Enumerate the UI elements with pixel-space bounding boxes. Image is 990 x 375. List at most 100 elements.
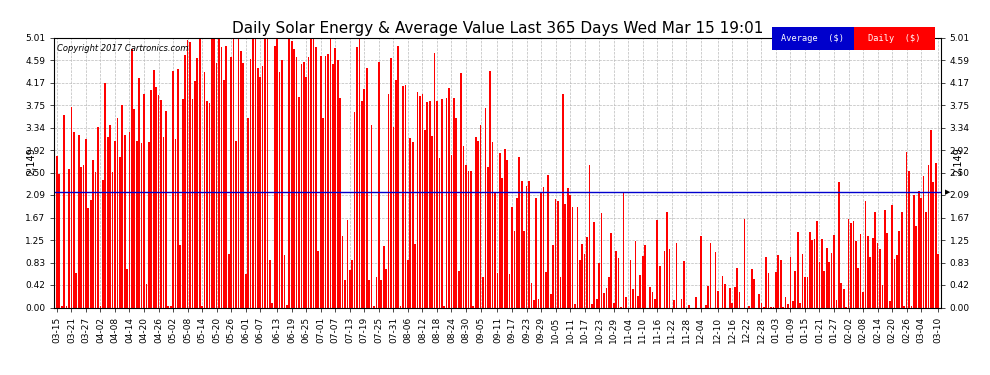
Bar — [480, 125, 481, 308]
Bar — [412, 142, 414, 308]
Bar — [157, 95, 159, 308]
Bar — [368, 280, 370, 308]
Bar — [847, 219, 849, 308]
Bar — [196, 58, 198, 308]
Bar — [903, 306, 905, 308]
Bar — [313, 38, 315, 308]
Bar — [194, 81, 196, 308]
Bar — [109, 125, 111, 308]
Bar — [804, 277, 806, 308]
Bar — [867, 236, 868, 308]
Bar — [487, 167, 489, 308]
Bar — [802, 254, 803, 308]
Bar — [729, 288, 731, 308]
Bar — [842, 288, 844, 308]
Bar — [710, 243, 712, 308]
Bar — [223, 80, 225, 308]
Bar — [531, 283, 533, 308]
Bar — [896, 255, 898, 308]
Bar — [231, 57, 232, 308]
Bar — [97, 127, 99, 308]
Title: Daily Solar Energy & Average Value Last 365 Days Wed Mar 15 19:01: Daily Solar Energy & Average Value Last … — [232, 21, 763, 36]
Bar — [124, 135, 126, 308]
Bar — [794, 271, 796, 308]
Bar — [770, 307, 772, 308]
Bar — [834, 235, 835, 308]
Bar — [182, 99, 183, 308]
Bar — [240, 51, 242, 308]
Bar — [918, 191, 920, 308]
Bar — [584, 254, 585, 308]
Bar — [516, 198, 518, 308]
Bar — [613, 303, 615, 307]
Bar — [233, 38, 235, 308]
Bar — [502, 178, 503, 308]
Bar — [271, 303, 273, 307]
Bar — [552, 244, 554, 308]
Bar — [625, 297, 627, 307]
Bar — [170, 306, 171, 308]
Bar — [541, 192, 542, 308]
Bar — [557, 201, 558, 308]
Bar — [402, 86, 404, 308]
Bar — [482, 277, 484, 308]
Bar — [921, 198, 922, 308]
Bar — [734, 287, 736, 308]
Bar — [80, 166, 82, 308]
Bar — [933, 182, 935, 308]
Bar — [637, 296, 639, 307]
Bar — [567, 188, 568, 308]
Bar — [437, 101, 438, 308]
Bar — [172, 71, 174, 308]
Bar — [916, 226, 917, 308]
Bar — [576, 207, 578, 308]
Bar — [852, 221, 854, 308]
Bar — [642, 256, 644, 308]
Bar — [318, 251, 319, 308]
Bar — [127, 269, 128, 308]
Bar — [475, 137, 476, 308]
Bar — [288, 39, 290, 308]
Bar — [536, 198, 537, 308]
Bar — [148, 142, 149, 308]
Bar — [574, 304, 576, 307]
Bar — [700, 236, 702, 308]
Bar — [707, 286, 709, 308]
Bar — [649, 286, 650, 308]
Bar — [579, 260, 580, 308]
Bar — [337, 60, 339, 308]
Bar — [564, 204, 566, 308]
Bar — [603, 294, 605, 308]
Bar — [615, 251, 617, 308]
Bar — [472, 306, 474, 308]
Bar — [635, 241, 637, 308]
Bar — [221, 47, 223, 308]
Bar — [841, 283, 842, 308]
Text: ▶: ▶ — [944, 189, 950, 195]
Bar — [305, 77, 307, 308]
Bar — [363, 88, 365, 308]
Bar — [400, 306, 402, 308]
Bar — [462, 146, 464, 308]
Bar — [668, 249, 670, 308]
Bar — [680, 298, 682, 307]
Bar — [792, 302, 794, 307]
Bar — [257, 68, 258, 308]
Bar — [281, 60, 283, 308]
Bar — [877, 243, 878, 308]
Bar — [750, 269, 752, 308]
Bar — [274, 46, 275, 308]
Bar — [554, 199, 556, 308]
Bar — [397, 46, 399, 308]
Bar — [630, 260, 632, 308]
Bar — [908, 171, 910, 308]
Bar — [547, 175, 549, 308]
Bar — [524, 231, 525, 308]
Bar — [102, 180, 104, 308]
Bar — [117, 118, 118, 308]
Bar — [623, 192, 625, 308]
Bar — [528, 181, 530, 308]
Bar — [146, 284, 148, 308]
Bar — [569, 195, 571, 308]
Bar — [385, 269, 387, 308]
